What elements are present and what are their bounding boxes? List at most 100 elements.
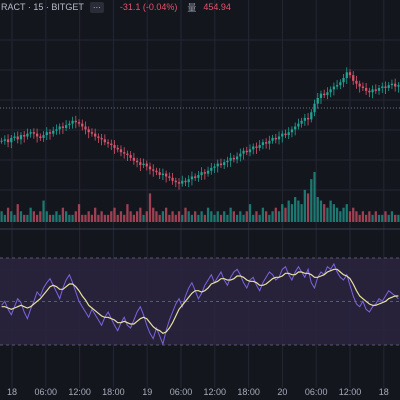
volume-bar [116, 214, 119, 222]
volume-bar [61, 207, 65, 222]
oscillator-line [1, 262, 399, 346]
candle-body [184, 180, 187, 183]
volume-bar [381, 214, 384, 222]
volume-bar [126, 204, 129, 222]
candle-body [10, 137, 13, 143]
volume-bar [223, 211, 226, 222]
candle-body [277, 136, 281, 140]
volume-bar [142, 214, 145, 222]
candle-body [197, 175, 200, 178]
candle-body [219, 163, 223, 166]
candle-body [84, 126, 87, 130]
candle-body [200, 172, 203, 176]
volume-bar [200, 211, 203, 222]
volume-bar [132, 214, 135, 222]
time-axis-label: 18 [379, 387, 389, 397]
candle-body [0, 140, 3, 142]
candle-body [235, 156, 239, 160]
candle-body [116, 147, 119, 150]
volume-bar [77, 204, 81, 222]
volume-bar [348, 211, 352, 222]
volume-bar [87, 211, 90, 222]
symbol-title: RACT · 15 · BITGET [1, 2, 84, 12]
volume-bar [252, 214, 255, 222]
candle-body [113, 145, 116, 148]
volume-bar [90, 214, 94, 222]
candle-body [35, 133, 39, 137]
volume-bar [245, 211, 248, 222]
time-axis-label: 06:00 [35, 387, 58, 397]
volume-bar [284, 207, 287, 222]
volume-bar [139, 207, 142, 222]
candle-body [168, 176, 171, 178]
volume-bar [374, 211, 377, 222]
volume-bar [352, 207, 355, 222]
candle-body [310, 112, 313, 120]
candle-body [394, 83, 397, 87]
candle-body [90, 132, 94, 134]
volume-bar [300, 204, 303, 222]
volume-bar [206, 207, 210, 222]
volume-bar [6, 207, 10, 222]
volume-bar [84, 214, 87, 222]
volume-bar [42, 200, 45, 222]
candle-body [252, 146, 255, 150]
volume-bar [232, 211, 235, 222]
volume-bar [52, 214, 55, 222]
volume-bar [306, 193, 310, 222]
candle-body [371, 89, 374, 93]
candle-body [265, 142, 268, 144]
volume-bar [290, 204, 294, 222]
volume-bar [390, 211, 394, 222]
candle-body [126, 153, 129, 156]
candle-body [6, 139, 10, 143]
time-axis-label: 18:00 [237, 387, 260, 397]
candle-body [3, 139, 6, 141]
candle-body [261, 142, 265, 146]
candle-body [203, 172, 206, 174]
volume-bar [326, 207, 329, 222]
volume-bar [248, 204, 252, 222]
candle-body [245, 150, 248, 153]
candle-body [271, 137, 274, 141]
volume-bar [371, 214, 374, 222]
candle-body [316, 97, 319, 104]
candle-body [100, 137, 103, 140]
candle-body [329, 89, 332, 93]
volume-bar [271, 211, 274, 222]
volume-bar [339, 211, 342, 222]
more-dots-icon[interactable]: ··· [89, 1, 104, 13]
volume-bar [190, 214, 194, 222]
volume-bar [342, 207, 345, 222]
volume-bar [255, 211, 258, 222]
candle-body [142, 163, 145, 166]
volume-bar [168, 214, 171, 222]
candle-body [19, 135, 23, 140]
volume-bar [287, 200, 290, 222]
candle-body [248, 149, 252, 153]
candle-body [16, 136, 19, 140]
volume-bar [274, 207, 277, 222]
candle-body [194, 176, 197, 178]
candle-body [368, 90, 371, 93]
candle-body [297, 123, 300, 127]
candle-body [352, 75, 355, 81]
time-axis-label: 06:00 [170, 387, 193, 397]
volume-bar [39, 211, 42, 222]
volume-bar [0, 211, 3, 222]
volume-bar [361, 211, 365, 222]
volume-bar [332, 204, 335, 222]
candle-body [361, 86, 365, 88]
volume-bar [71, 214, 74, 222]
candle-body [97, 136, 100, 138]
candle-body [87, 129, 90, 133]
volume-bar [45, 211, 48, 222]
candle-body [152, 169, 155, 171]
volume-bar [239, 211, 242, 222]
candle-body [229, 157, 232, 161]
volume-bar [197, 214, 200, 222]
volume-bar [165, 207, 168, 222]
volume-bar [26, 214, 29, 222]
